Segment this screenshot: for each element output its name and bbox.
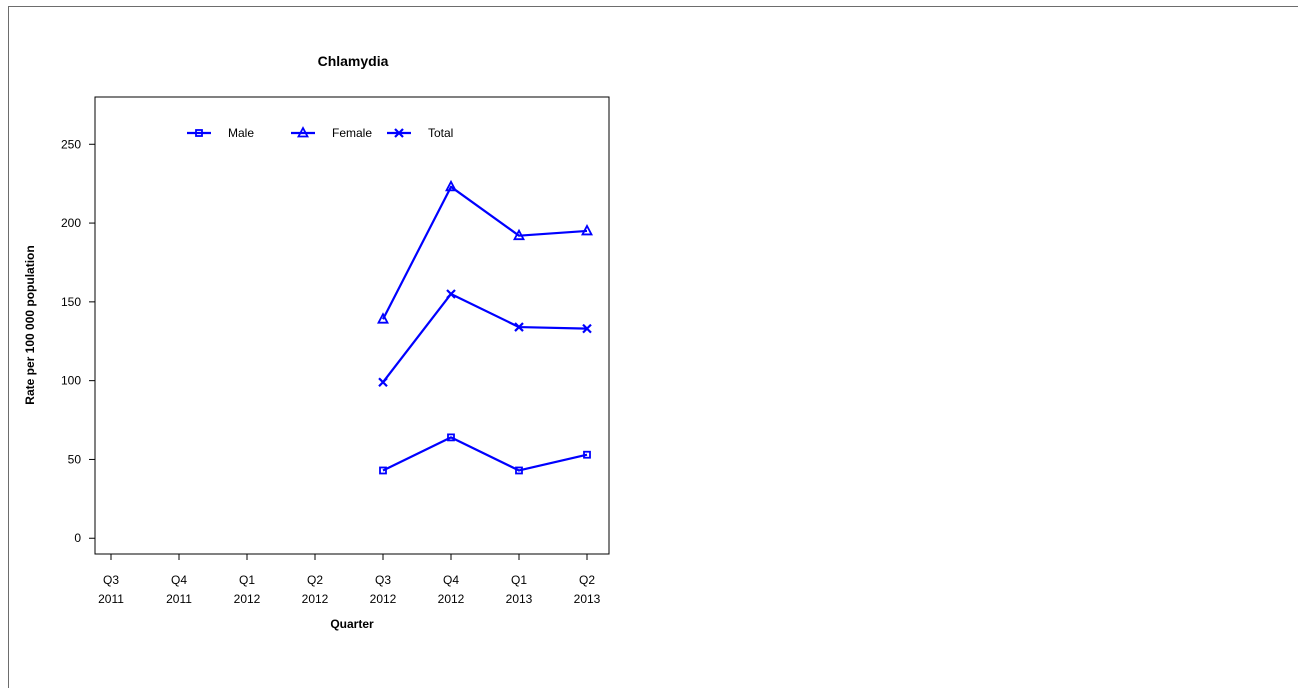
y-tick-label: 0 [74, 531, 81, 545]
x-tick-label-quarter: Q3 [375, 573, 391, 587]
series-total [378, 289, 592, 388]
x-axis-title: Quarter [330, 617, 374, 631]
y-tick-label: 100 [61, 374, 81, 388]
series-layer [377, 179, 593, 475]
data-point [582, 323, 592, 334]
legend-marker [297, 126, 309, 138]
legend-label: Male [228, 126, 254, 140]
x-tick-label-quarter: Q3 [103, 573, 119, 587]
y-axis: 0 50 100 150 200 250 [61, 137, 95, 545]
data-point [583, 450, 591, 459]
x-tick-label-year: 2012 [302, 592, 329, 606]
series-male [379, 433, 591, 475]
series-line [382, 185, 588, 320]
legend-item-male: Male [187, 126, 254, 140]
series-female [377, 179, 593, 324]
legend-item-female: Female [291, 126, 372, 140]
legend-marker [195, 129, 203, 137]
y-tick-label: 200 [61, 216, 81, 230]
x-tick-label-year: 2013 [574, 592, 601, 606]
y-axis-title: Rate per 100 000 population [23, 245, 37, 404]
cross-stroke [514, 322, 524, 332]
plot-area [94, 96, 610, 555]
x-axis: Q3 2011 Q4 2011 Q1 2012 Q2 2012 Q3 2012 Q4 2012 Q1 20… [98, 554, 601, 606]
x-tick-label-quarter: Q1 [511, 573, 527, 587]
legend-marker [394, 128, 404, 138]
x-tick-label-year: 2011 [98, 592, 124, 606]
data-point [378, 377, 388, 388]
legend-label: Female [332, 126, 372, 140]
x-tick-label-quarter: Q2 [307, 573, 323, 587]
data-point [515, 466, 523, 475]
data-point [445, 179, 457, 192]
x-tick-label-year: 2012 [234, 592, 261, 606]
legend-label: Total [428, 126, 453, 140]
data-point [513, 228, 525, 241]
cross-stroke [582, 323, 592, 334]
series-line [382, 436, 588, 472]
data-point [581, 224, 593, 236]
x-tick-label-year: 2012 [438, 592, 465, 606]
x-tick-label-quarter: Q1 [239, 573, 255, 587]
x-tick-label-year: 2012 [370, 592, 397, 606]
data-point [514, 322, 524, 332]
cross-stroke [394, 128, 404, 138]
y-tick-label: 250 [61, 137, 81, 151]
data-point [379, 466, 387, 475]
data-point [377, 312, 389, 324]
chart: Chlamydia 0 50 100 150 200 250 Q3 2011 Q4 2011 Q1… [23, 53, 610, 631]
data-point [446, 289, 456, 299]
x-tick-label-year: 2011 [166, 592, 192, 606]
legend: Male Female Total [187, 126, 453, 140]
data-point [447, 433, 455, 442]
y-tick-label: 150 [61, 295, 81, 309]
series-line [382, 292, 588, 383]
y-tick-label: 50 [68, 452, 82, 466]
chart-title: Chlamydia [318, 53, 389, 69]
x-tick-label-quarter: Q2 [579, 573, 595, 587]
legend-item-total: Total [387, 126, 453, 140]
cross-stroke [378, 377, 388, 388]
plot-window: Chlamydia 0 50 100 150 200 250 Q3 2011 Q4 2011 Q1… [8, 6, 1298, 688]
x-tick-label-year: 2013 [506, 592, 533, 606]
x-tick-label-quarter: Q4 [443, 573, 459, 587]
cross-stroke [446, 289, 456, 299]
x-tick-label-quarter: Q4 [171, 573, 187, 587]
